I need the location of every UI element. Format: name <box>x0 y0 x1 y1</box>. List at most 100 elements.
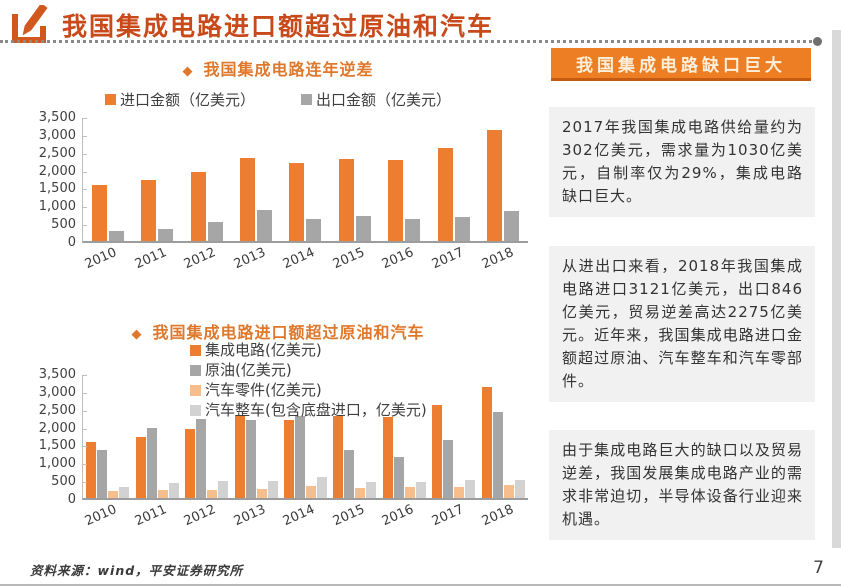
bar <box>119 487 130 498</box>
bar-group-2017 <box>429 375 478 498</box>
chart-1-x-axis-labels: 2010 2011 2012 2013 2014 2015 2016 2017 2018 <box>82 245 528 275</box>
y-axis-tick-label: 2,000 <box>38 420 76 436</box>
chart-1-plot-row: 3,500 3,000 2,500 2,000 1,500 1,000 500 0 <box>28 111 528 250</box>
bar <box>91 185 107 241</box>
y-axis-tick-mark <box>83 171 87 173</box>
legend-label: 汽车整车(包含底盘进口，亿美元) <box>205 401 427 419</box>
chart-1-legend: 进口金额（亿美元） 出口金额（亿美元） <box>28 89 528 110</box>
bar <box>86 442 97 498</box>
bar <box>504 211 520 241</box>
page-title: 我国集成电路进口额超过原油和汽车 <box>62 12 495 41</box>
bar <box>454 487 465 498</box>
bar <box>294 416 305 498</box>
bar <box>492 412 503 498</box>
x-axis-tick-label: 2012 <box>181 502 219 530</box>
bar <box>185 429 196 498</box>
bar <box>135 437 146 498</box>
x-axis-tick-label: 2012 <box>181 245 219 273</box>
bar <box>465 480 476 498</box>
bar <box>157 490 168 498</box>
x-axis-tick-label: 2016 <box>380 245 417 273</box>
bar <box>388 160 404 241</box>
y-axis-tick-label: 2,500 <box>38 145 76 161</box>
bar <box>305 486 316 498</box>
bar <box>234 415 245 498</box>
content-area: ◆ 我国集成电路连年逆差 进口金额（亿美元） 出口金额（亿美元） 3,500 3,00… <box>28 48 815 540</box>
chart-1-title-text: 我国集成电路连年逆差 <box>203 60 374 79</box>
chart-2-x-axis-labels: 2010 2011 2012 2013 2014 2015 2016 2017 2018 <box>82 502 528 532</box>
bar <box>306 219 322 241</box>
y-axis-tick-label: 3,000 <box>38 127 76 143</box>
legend-label: 进口金额（亿美元） <box>119 91 255 109</box>
chart-import-export-deficit: ◆ 我国集成电路连年逆差 进口金额（亿美元） 出口金额（亿美元） 3,500 3,00… <box>28 56 528 275</box>
y-axis-tick-label: 2,000 <box>38 163 76 179</box>
y-axis-tick-mark <box>83 375 87 376</box>
bar-group-2018 <box>479 375 528 498</box>
x-axis-tick-label: 2013 <box>231 245 268 273</box>
chart-2-plot-area <box>82 375 528 500</box>
y-axis-tick-label: 0 <box>67 492 76 507</box>
chart-2-y-axis: 3,500 3,000 2,500 2,000 1,500 1,000 500 0 <box>28 368 82 507</box>
panel-header: 我国集成电路缺口巨大 <box>551 48 811 81</box>
bar <box>355 216 371 241</box>
x-axis-tick-label: 2013 <box>231 502 268 530</box>
legend-swatch-icon <box>301 94 312 105</box>
y-axis-tick-mark <box>83 118 87 119</box>
y-axis-tick-mark <box>83 207 87 209</box>
bar-group-2018 <box>479 118 528 241</box>
y-axis-tick-mark <box>83 153 87 155</box>
page-number: 7 <box>813 558 824 578</box>
legend-label: 汽车零件(亿美元) <box>205 381 322 399</box>
legend-label: 出口金额（亿美元） <box>316 91 452 109</box>
bar <box>267 481 278 498</box>
x-axis-tick-label: 2010 <box>82 502 120 530</box>
legend-item: 汽车整车(包含底盘进口，亿美元) <box>190 401 427 420</box>
legend-item: 集成电路(亿美元) <box>190 341 427 360</box>
y-axis-tick-mark <box>83 189 87 191</box>
bar-group-2011 <box>132 375 181 498</box>
y-axis-tick-label: 3,000 <box>38 384 76 400</box>
chart-1-plot-area <box>82 118 528 243</box>
legend-swatch-icon <box>190 365 201 376</box>
legend-item: 原油(亿美元) <box>190 361 427 380</box>
source-note: 资料来源：wind，平安证券研究所 <box>30 563 244 578</box>
bar-group-2012 <box>182 375 231 498</box>
bar <box>196 419 207 498</box>
y-axis-tick-label: 1,500 <box>38 438 76 454</box>
bar <box>338 159 354 241</box>
bar <box>481 387 492 498</box>
bottom-divider <box>0 584 841 586</box>
x-axis-tick-label: 2017 <box>429 502 466 530</box>
legend-item: 汽车零件(亿美元) <box>190 381 427 400</box>
bar <box>190 172 206 241</box>
chart-2-plot-row: 3,500 3,000 2,500 2,000 1,500 1,000 500 0 <box>28 368 528 507</box>
bar <box>316 477 327 498</box>
chart-2-legend: 集成电路(亿美元) 原油(亿美元) 汽车零件(亿美元) 汽车整车(包含底盘进口，亿美元… <box>190 341 427 420</box>
bar <box>514 480 525 498</box>
x-axis-tick-label: 2015 <box>330 502 367 530</box>
bar <box>487 130 503 241</box>
bar <box>333 416 344 498</box>
bar-group-2015 <box>330 118 379 241</box>
y-axis-tick-mark <box>83 410 87 412</box>
y-axis-tick-mark <box>83 135 87 137</box>
y-axis-tick-label: 1,000 <box>38 456 76 472</box>
x-axis-tick-label: 2014 <box>280 245 318 273</box>
panel-paragraph-supply-gap: 2017年我国集成电路供给量约为302亿美元，需求量为1030亿美元，自制率仅为… <box>549 107 815 217</box>
y-axis-tick-mark <box>83 225 87 227</box>
chart-1-y-axis: 3,500 3,000 2,500 2,000 1,500 1,000 500 0 <box>28 111 82 250</box>
page-edge-strip <box>832 30 841 548</box>
bar-group-2010 <box>83 118 132 241</box>
chart-1-bar-groups <box>83 118 528 241</box>
bar <box>404 487 415 498</box>
bar <box>141 180 157 241</box>
y-axis-tick-label: 1,500 <box>38 181 76 197</box>
bar-group-2013 <box>231 118 280 241</box>
y-axis-tick-mark <box>83 428 87 430</box>
bar <box>146 428 157 498</box>
chart-2-title: ◆ 我国集成电路进口额超过原油和汽车 <box>28 319 528 343</box>
bar-group-2011 <box>132 118 181 241</box>
divider-end-dot-icon <box>813 37 822 46</box>
legend-swatch-icon <box>190 385 201 396</box>
bar <box>207 222 223 241</box>
